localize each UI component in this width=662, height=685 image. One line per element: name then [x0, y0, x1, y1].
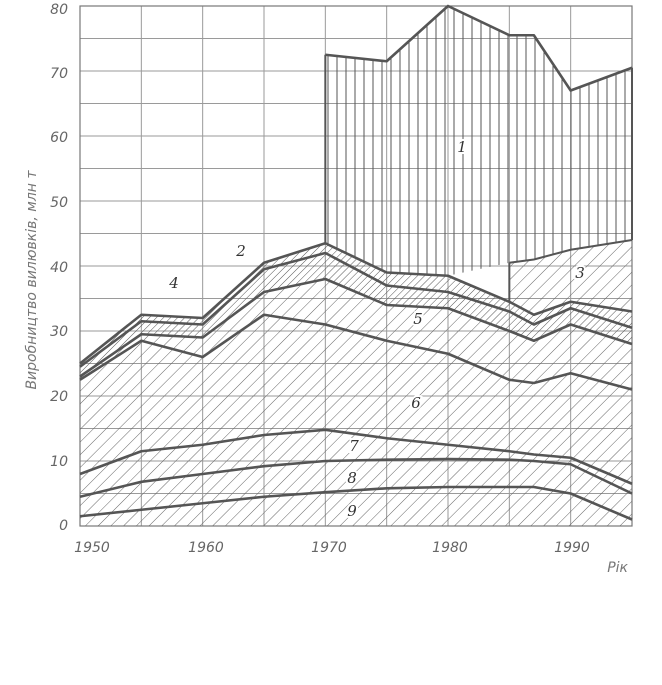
area-label-8: 8 — [347, 469, 357, 487]
area-label-5: 5 — [413, 310, 423, 328]
y-tick-label: 30 — [50, 324, 68, 340]
boundary-line-area-1-top — [325, 4, 633, 92]
area-label-7: 7 — [349, 437, 359, 455]
x-tick-label: 1970 — [311, 540, 347, 556]
area-label-6: 6 — [411, 394, 421, 412]
chart-areas — [80, 6, 632, 526]
area-label-1: 1 — [457, 138, 467, 156]
chart-lines — [79, 4, 633, 521]
x-axis-title: Рік — [607, 560, 628, 576]
boundary-line-L4 — [79, 241, 633, 365]
boundary-line-L8 — [79, 457, 633, 499]
x-tick-labels: 1950 1960 1970 1980 1990 — [74, 540, 590, 556]
area-1 — [325, 6, 632, 276]
y-tick-label: 60 — [50, 130, 68, 146]
area-5 — [80, 279, 632, 390]
x-tick-label: 1950 — [74, 540, 110, 556]
boundary-line-L9 — [79, 485, 633, 521]
x-tick-label: 1980 — [432, 540, 468, 556]
y-tick-label: 50 — [50, 195, 68, 211]
y-tick-label: 20 — [50, 389, 68, 405]
area-label-9: 9 — [347, 502, 357, 520]
area-label-2: 2 — [235, 242, 246, 260]
x-tick-label: 1960 — [188, 540, 224, 556]
y-tick-labels: 0 10 20 30 40 50 60 70 80 — [50, 2, 68, 534]
boundary-line-L2 — [79, 251, 633, 368]
boundary-line-L5 — [79, 277, 633, 378]
area-2 — [80, 253, 632, 377]
area-label-4: 4 — [168, 274, 179, 292]
y-tick-label: 0 — [59, 518, 68, 534]
x-tick-label: 1990 — [554, 540, 590, 556]
boundary-line-L7 — [79, 428, 633, 485]
boundary-line-L6 — [79, 313, 633, 391]
area-9 — [80, 487, 632, 526]
y-tick-label: 70 — [50, 66, 68, 82]
boundary-line-area-3-top — [509, 239, 633, 264]
area-label-3: 3 — [575, 264, 585, 282]
y-tick-label: 40 — [50, 260, 68, 276]
y-tick-label: 10 — [50, 454, 68, 470]
area-7 — [80, 429, 632, 497]
y-axis-title: Виробництво вилювків, млн т — [24, 170, 40, 390]
y-tick-label: 80 — [50, 2, 68, 18]
area-labels: 1 2 3 4 5 6 7 8 9 — [166, 136, 587, 522]
